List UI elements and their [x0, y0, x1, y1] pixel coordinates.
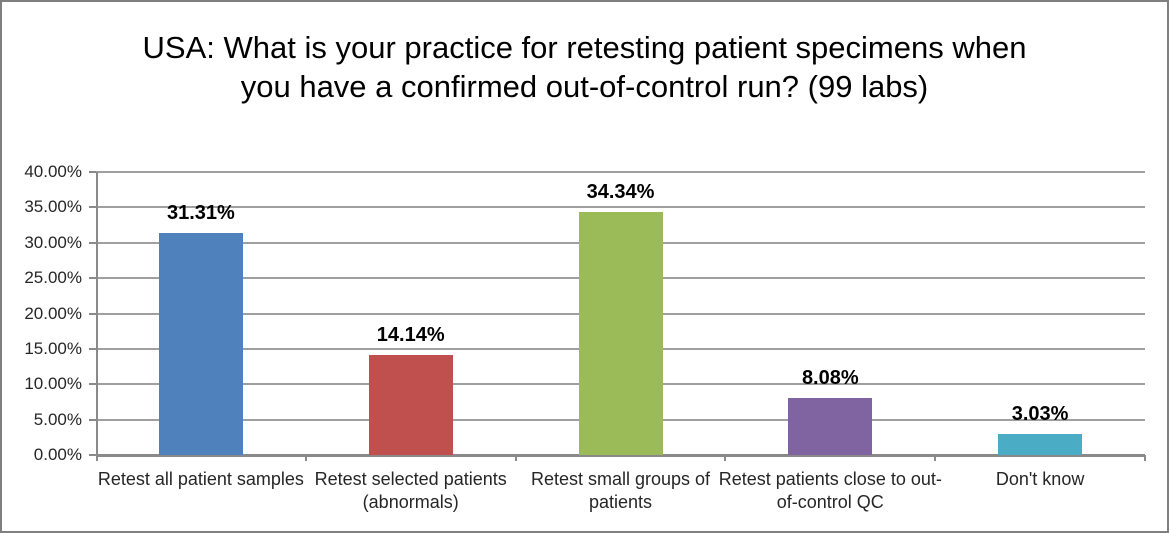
y-axis-tick-mark — [89, 241, 96, 244]
y-axis-tick-label: 40.00% — [24, 162, 82, 181]
bar — [578, 212, 663, 455]
x-category-label: Don't know — [995, 469, 1085, 489]
x-axis-tick-mark — [304, 455, 307, 461]
y-axis-tick-label: 10.00% — [24, 374, 82, 394]
y-axis-tick-mark — [89, 418, 96, 421]
chart-title: USA: What is your practice for retesting… — [142, 30, 1027, 104]
bar-data-label: 8.08% — [801, 366, 859, 389]
bar-data-label: 31.31% — [166, 202, 235, 225]
bar-data-label: 3.03% — [1011, 402, 1069, 425]
y-axis-tick-label: 5.00% — [33, 409, 82, 429]
x-category-label: Retest small groups of patients — [530, 469, 711, 512]
y-axis-tick-mark — [89, 206, 96, 209]
bar — [998, 433, 1083, 455]
y-axis-tick-mark — [89, 171, 96, 173]
bar-data-label: 14.14% — [376, 323, 445, 346]
y-axis-tick-label: 0.00% — [33, 445, 82, 464]
x-axis-tick-mark — [724, 455, 727, 461]
y-axis-tick-mark — [89, 312, 96, 315]
x-axis-tick-mark — [934, 455, 937, 461]
x-axis-tick-mark — [1144, 455, 1146, 461]
gridline — [96, 206, 1145, 209]
x-axis-line — [96, 454, 1145, 457]
x-category-label: Retest selected patients (abnormals) — [314, 469, 507, 512]
y-axis-tick-label: 35.00% — [24, 197, 82, 217]
y-axis-tick-mark — [89, 454, 96, 456]
y-axis-tick-mark — [89, 277, 96, 280]
y-axis-tick-label: 15.00% — [24, 338, 82, 358]
y-axis-tick-mark — [89, 383, 96, 386]
y-axis-tick-label: 30.00% — [24, 232, 82, 252]
bar — [368, 354, 453, 455]
bar — [788, 397, 873, 455]
bar — [158, 233, 243, 455]
x-axis-tick-mark — [514, 455, 517, 461]
gridline — [96, 171, 1145, 173]
x-category-label: Retest all patient samples — [97, 469, 304, 489]
x-category-label: Retest patients close to out-of-control … — [718, 469, 942, 512]
y-axis-line — [96, 172, 98, 461]
y-axis-tick-label: 25.00% — [24, 268, 82, 288]
bar-data-label: 34.34% — [586, 181, 655, 204]
y-axis-tick-label: 20.00% — [24, 303, 82, 323]
y-axis-tick-mark — [89, 347, 96, 350]
